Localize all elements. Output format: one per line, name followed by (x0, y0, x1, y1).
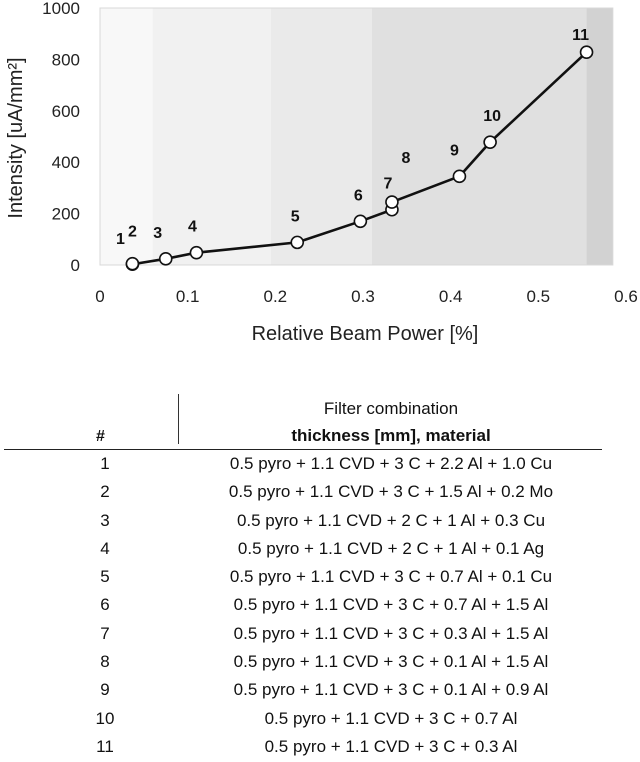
filter-table: # Filter combination thickness [mm], mat… (0, 392, 640, 761)
y-tick-label: 800 (52, 50, 80, 69)
data-point-6 (353, 214, 368, 229)
y-tick-label: 0 (71, 256, 80, 275)
data-point-2 (125, 256, 140, 271)
table-row: 6 0.5 pyro + 1.1 CVD + 3 C + 0.7 Al + 1.5… (0, 591, 640, 619)
x-tick-label: 0.5 (527, 287, 551, 306)
table-body: 1 0.5 pyro + 1.1 CVD + 3 C + 2.2 Al + 1.0… (0, 450, 640, 761)
header-thickness-material: thickness [mm], material (291, 426, 491, 445)
x-axis-title: Relative Beam Power [%] (252, 323, 479, 345)
point-label-3: 3 (153, 225, 162, 242)
header-rule (4, 449, 602, 450)
header-number: # (96, 428, 105, 445)
row-number: 5 (100, 567, 110, 587)
row-filter-combination: 0.5 pyro + 1.1 CVD + 3 C + 0.3 Al (264, 736, 518, 756)
y-tick-label: 200 (52, 205, 80, 224)
series-line (132, 51, 588, 266)
row-number: 4 (100, 538, 110, 558)
data-point-4 (189, 245, 204, 260)
x-tick-label: 0.2 (264, 287, 288, 306)
table-header: # Filter combination thickness [mm], mat… (0, 392, 640, 450)
data-point-5 (290, 235, 305, 250)
background-band-5 (586, 8, 613, 265)
table-row: 3 0.5 pyro + 1.1 CVD + 2 C + 1 Al + 0.3 C… (0, 507, 640, 535)
data-points (125, 45, 594, 272)
y-axis-title: Intensity [uA/mm²] (5, 57, 27, 218)
background-bands (100, 8, 613, 265)
data-point-9 (452, 169, 467, 184)
data-point-8 (385, 195, 399, 209)
row-filter-combination: 0.5 pyro + 1.1 CVD + 3 C + 0.7 Al + 0.1 … (229, 567, 553, 587)
point-label-10: 10 (483, 108, 501, 125)
y-tick-label: 400 (52, 153, 80, 172)
point-label-2: 2 (128, 224, 137, 241)
y-tick-label: 1000 (42, 0, 80, 18)
row-filter-combination: 0.5 pyro + 1.1 CVD + 3 C + 2.2 Al + 1.0 … (229, 454, 553, 473)
row-filter-combination: 0.5 pyro + 1.1 CVD + 2 C + 1 Al + 0.3 Cu (236, 510, 546, 530)
y-axis-ticks: 0 200 400 600 800 1000 (42, 0, 80, 275)
point-label-1: 1 (116, 231, 125, 248)
row-filter-combination: 0.5 pyro + 1.1 CVD + 3 C + 0.1 Al + 0.9 … (233, 680, 549, 700)
row-number: 2 (100, 482, 110, 502)
row-number: 1 (100, 454, 110, 473)
row-number: 9 (100, 680, 110, 700)
table-row: 11 0.5 pyro + 1.1 CVD + 3 C + 0.3 Al (0, 733, 640, 761)
row-number: 6 (100, 595, 110, 615)
header-divider (178, 394, 179, 444)
data-point-10 (483, 135, 497, 149)
point-label-9: 9 (450, 142, 459, 159)
header-filter-combination: Filter combination (323, 399, 459, 418)
x-tick-label: 0.3 (351, 287, 375, 306)
row-filter-combination: 0.5 pyro + 1.1 CVD + 3 C + 0.7 Al + 1.5 … (233, 595, 549, 615)
y-tick-label: 600 (52, 102, 80, 121)
table-row: 5 0.5 pyro + 1.1 CVD + 3 C + 0.7 Al + 0.1… (0, 563, 640, 591)
row-number: 3 (100, 510, 110, 530)
background-band-2 (152, 8, 271, 265)
x-tick-label: 0 (95, 287, 104, 306)
point-label-7: 7 (383, 176, 392, 193)
x-axis-ticks: 0 0.1 0.2 0.3 0.4 0.5 0.6 (95, 287, 638, 306)
point-label-8: 8 (401, 150, 410, 167)
table-row: 4 0.5 pyro + 1.1 CVD + 2 C + 1 Al + 0.1 A… (0, 535, 640, 563)
row-filter-combination: 0.5 pyro + 1.1 CVD + 2 C + 1 Al + 0.1 Ag (237, 538, 545, 558)
point-labels: 1 2 3 4 5 6 78 9 10 11 (116, 27, 589, 248)
table-row: 1 0.5 pyro + 1.1 CVD + 3 C + 2.2 Al + 1.0… (0, 450, 640, 478)
table-row: 7 0.5 pyro + 1.1 CVD + 3 C + 0.3 Al + 1.5… (0, 620, 640, 648)
table-row: 8 0.5 pyro + 1.1 CVD + 3 C + 0.1 Al + 1.5… (0, 648, 640, 676)
x-tick-label: 0.1 (176, 287, 200, 306)
row-number: 10 (95, 708, 115, 728)
row-number: 11 (96, 736, 114, 756)
background-band-1 (100, 8, 153, 265)
row-number: 7 (100, 623, 110, 643)
x-tick-label: 0.4 (439, 287, 463, 306)
table-row: 10 0.5 pyro + 1.1 CVD + 3 C + 0.7 Al (0, 705, 640, 733)
row-filter-combination: 0.5 pyro + 1.1 CVD + 3 C + 0.3 Al + 1.5 … (233, 623, 549, 643)
row-number: 8 (100, 652, 110, 672)
row-filter-combination: 0.5 pyro + 1.1 CVD + 3 C + 1.5 Al + 0.2 … (228, 482, 554, 502)
data-point-3 (158, 252, 173, 266)
point-label-4: 4 (188, 219, 197, 236)
plot-area (99, 7, 614, 266)
point-label-5: 5 (291, 208, 300, 225)
point-label-6: 6 (354, 187, 363, 204)
x-tick-label: 0.6 (614, 287, 638, 306)
row-filter-combination: 0.5 pyro + 1.1 CVD + 3 C + 0.1 Al + 1.5 … (233, 652, 549, 672)
row-filter-combination: 0.5 pyro + 1.1 CVD + 3 C + 0.7 Al (264, 708, 518, 728)
table-row: 2 0.5 pyro + 1.1 CVD + 3 C + 1.5 Al + 0.2… (0, 478, 640, 506)
point-label-11: 11 (572, 27, 589, 44)
data-point-11 (579, 45, 594, 60)
table-row: 9 0.5 pyro + 1.1 CVD + 3 C + 0.1 Al + 0.9… (0, 676, 640, 704)
background-band-4 (371, 8, 587, 265)
